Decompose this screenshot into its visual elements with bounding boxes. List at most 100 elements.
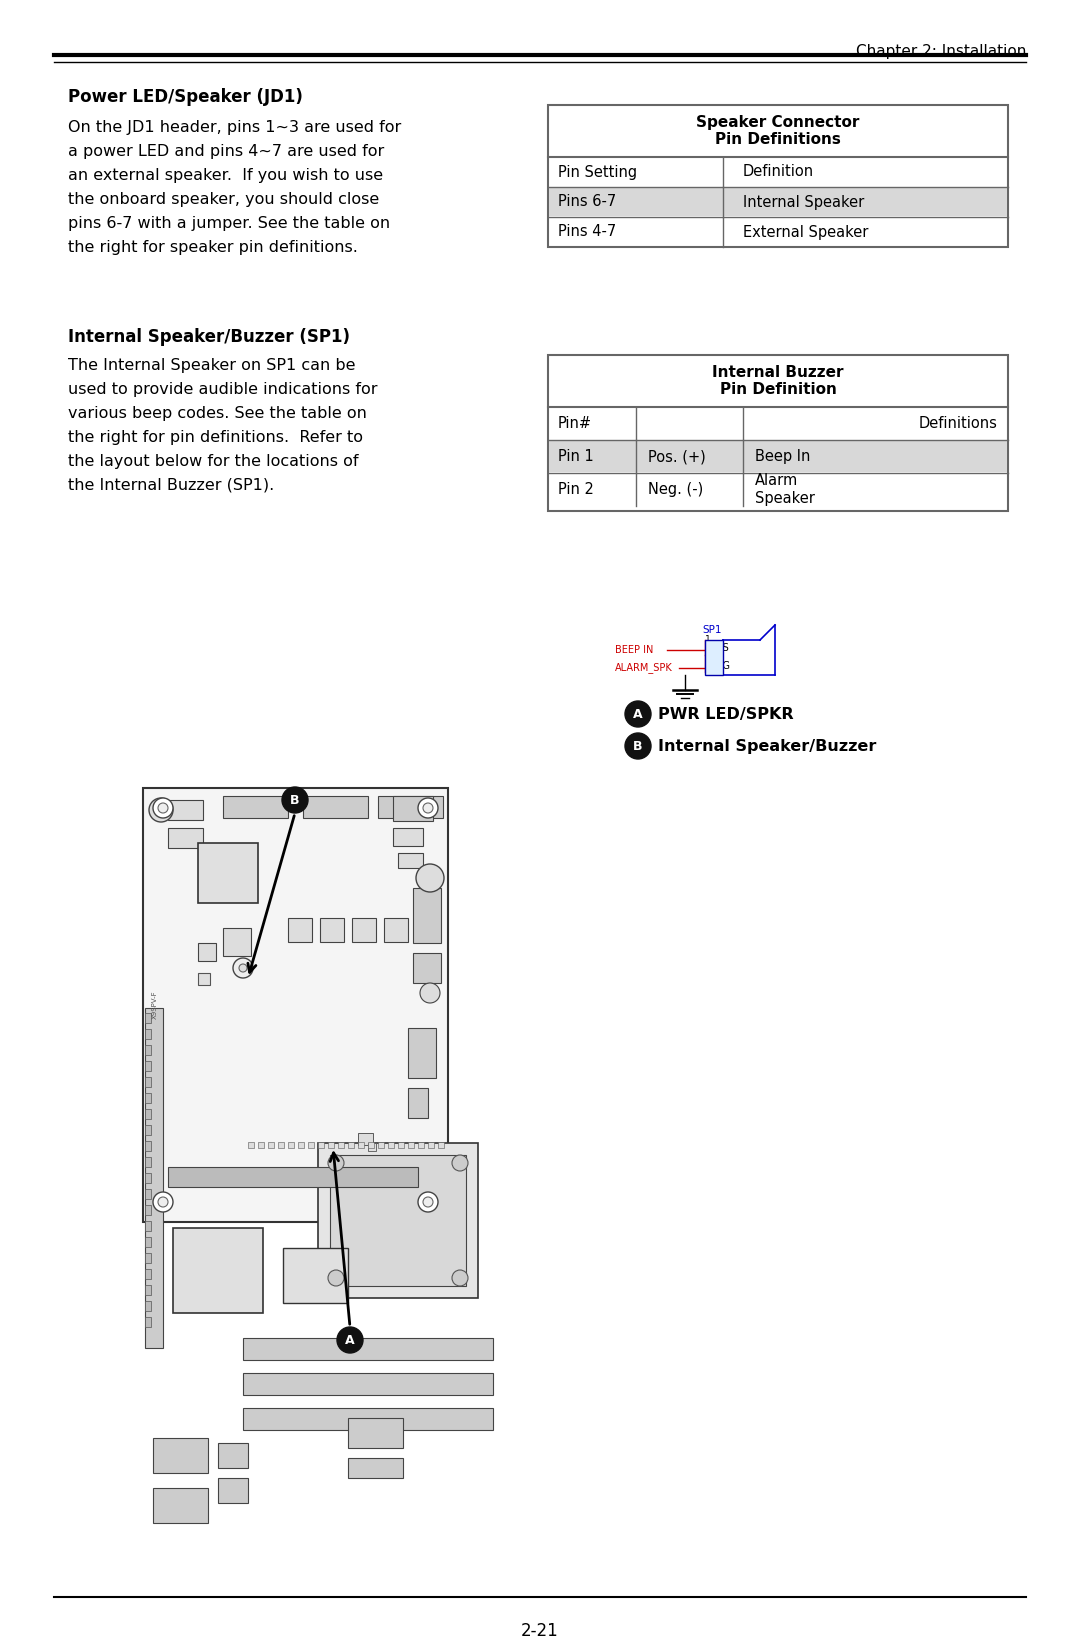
Text: Speaker Connector
Pin Definitions: Speaker Connector Pin Definitions [697, 116, 860, 147]
Bar [330, 1155, 465, 1285]
Text: B: B [633, 739, 643, 752]
Circle shape [153, 799, 173, 818]
Bar [248, 1142, 254, 1148]
Text: various beep codes. See the table on: various beep codes. See the table on [68, 406, 367, 421]
Bar [145, 1030, 151, 1040]
Bar [268, 1142, 274, 1148]
Bar [168, 1167, 418, 1186]
Circle shape [453, 1155, 468, 1172]
Text: On the JD1 header, pins 1~3 are used for: On the JD1 header, pins 1~3 are used for [68, 120, 402, 135]
Bar [393, 795, 433, 822]
Bar [408, 1142, 414, 1148]
Text: the right for speaker pin definitions.: the right for speaker pin definitions. [68, 239, 357, 256]
Bar [368, 1143, 376, 1152]
Text: NEG: NEG [708, 662, 730, 672]
Bar [222, 927, 251, 955]
Bar [153, 1439, 208, 1473]
Text: Chapter 2: Installation: Chapter 2: Installation [855, 45, 1026, 59]
Circle shape [416, 865, 444, 893]
Text: PWR LED/SPKR: PWR LED/SPKR [658, 706, 794, 721]
Text: pins 6-7 with a jumper. See the table on: pins 6-7 with a jumper. See the table on [68, 216, 390, 231]
Bar [548, 106, 1008, 248]
Text: Pin 1: Pin 1 [558, 449, 594, 464]
Bar [408, 1028, 436, 1077]
Bar [348, 1142, 354, 1148]
Circle shape [420, 983, 440, 1003]
Circle shape [337, 1327, 363, 1353]
Text: Definitions: Definitions [919, 416, 998, 431]
Bar [283, 1247, 348, 1304]
Text: the onboard speaker, you should close: the onboard speaker, you should close [68, 191, 379, 206]
Bar [288, 1142, 294, 1148]
Text: Power LED/Speaker (JD1): Power LED/Speaker (JD1) [68, 87, 302, 106]
Text: Internal Speaker: Internal Speaker [743, 195, 864, 210]
Bar [399, 1142, 404, 1148]
Bar [399, 853, 423, 868]
Circle shape [158, 1196, 168, 1208]
Circle shape [153, 1191, 173, 1213]
Bar [428, 1142, 434, 1148]
Text: 2-21: 2-21 [522, 1622, 558, 1640]
Bar [348, 1459, 403, 1478]
Text: Pos. (+): Pos. (+) [648, 449, 705, 464]
Bar [298, 1142, 303, 1148]
Bar [288, 917, 312, 942]
Text: Alarm
Speaker: Alarm Speaker [755, 472, 815, 507]
Circle shape [418, 799, 438, 818]
Text: Internal Speaker/Buzzer: Internal Speaker/Buzzer [658, 739, 876, 754]
Text: X9SPV-F: X9SPV-F [152, 990, 158, 1020]
Text: Pin#: Pin# [558, 416, 592, 431]
Text: Internal Buzzer
Pin Definition: Internal Buzzer Pin Definition [712, 365, 843, 398]
Text: Beep In: Beep In [755, 449, 810, 464]
Text: A: A [633, 708, 643, 721]
Text: POS: POS [708, 644, 729, 653]
Circle shape [282, 787, 308, 813]
Bar [145, 1173, 151, 1183]
Circle shape [423, 1196, 433, 1208]
Text: the right for pin definitions.  Refer to: the right for pin definitions. Refer to [68, 431, 363, 446]
Bar [549, 441, 1007, 472]
Text: Definition: Definition [743, 165, 814, 180]
Bar [145, 1013, 151, 1023]
Bar [145, 1190, 151, 1200]
Bar [173, 1228, 264, 1313]
Text: the layout below for the locations of: the layout below for the locations of [68, 454, 359, 469]
Bar [338, 1142, 345, 1148]
Text: SP1: SP1 [702, 625, 721, 635]
Circle shape [239, 964, 247, 972]
Bar [198, 843, 258, 903]
Bar [413, 954, 441, 983]
Text: BEEP IN: BEEP IN [615, 645, 653, 655]
Text: used to provide audible indications for: used to provide audible indications for [68, 383, 378, 398]
Bar [243, 1338, 492, 1360]
Bar [378, 1142, 384, 1148]
Text: A: A [346, 1333, 355, 1346]
Bar [145, 1300, 151, 1312]
Bar [145, 1157, 151, 1167]
Bar [243, 1373, 492, 1394]
Bar [413, 888, 441, 944]
Bar [378, 795, 443, 818]
Bar [320, 917, 345, 942]
Text: Internal Speaker/Buzzer (SP1): Internal Speaker/Buzzer (SP1) [68, 328, 350, 346]
Bar [303, 795, 368, 818]
Bar [153, 1488, 208, 1523]
Bar [145, 1252, 151, 1262]
Bar [168, 800, 203, 820]
Circle shape [453, 1270, 468, 1285]
Bar [145, 1092, 151, 1102]
Bar [318, 1143, 478, 1299]
Text: Pin 2: Pin 2 [558, 482, 594, 497]
Bar [218, 1444, 248, 1468]
Bar [145, 1077, 151, 1087]
Bar [352, 917, 376, 942]
Bar [145, 1109, 151, 1119]
Text: B: B [291, 794, 300, 807]
Bar [418, 1142, 424, 1148]
Bar [222, 795, 288, 818]
Bar [145, 1317, 151, 1327]
Bar [145, 1044, 151, 1054]
Text: Pins 4-7: Pins 4-7 [558, 224, 617, 239]
Bar [145, 1238, 151, 1247]
Bar [145, 1142, 151, 1152]
